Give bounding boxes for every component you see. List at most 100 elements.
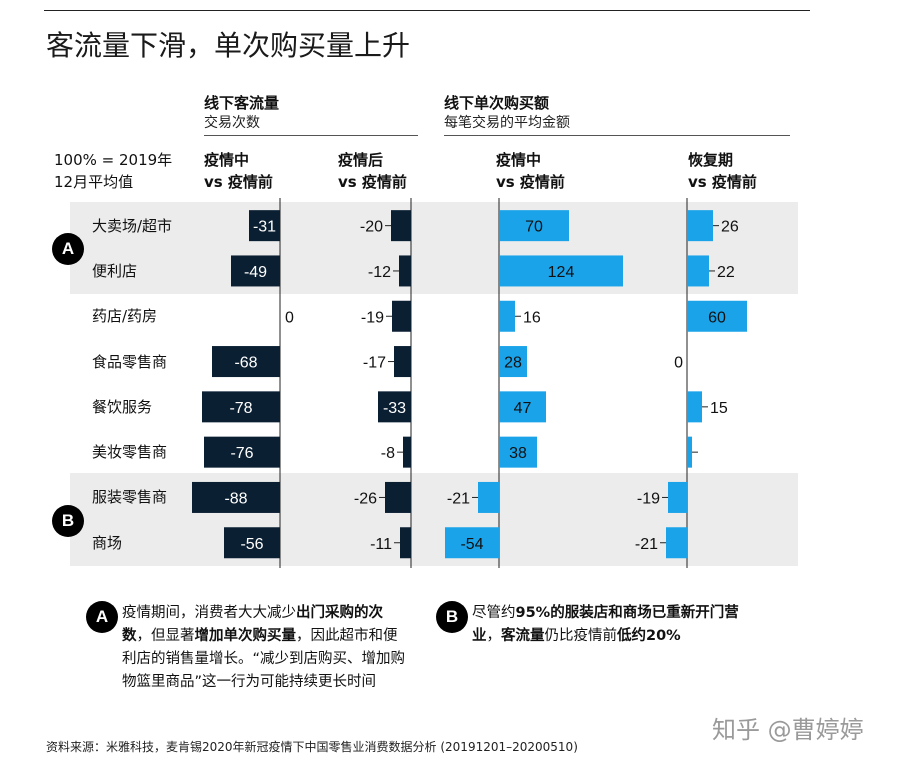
data-label: 60 bbox=[708, 309, 726, 326]
data-label: -20 bbox=[360, 219, 383, 236]
bar bbox=[666, 527, 687, 559]
row-label: 大卖场/超市 bbox=[92, 216, 173, 235]
bar bbox=[687, 300, 747, 332]
row-label: 便利店 bbox=[92, 261, 138, 280]
bar bbox=[204, 436, 280, 468]
column-label-4: 恢复期 vs 疫情前 bbox=[688, 149, 757, 193]
data-label: 28 bbox=[504, 355, 522, 372]
bar bbox=[400, 527, 411, 559]
bar bbox=[687, 391, 702, 423]
bar bbox=[202, 391, 280, 423]
bar bbox=[249, 210, 280, 242]
column-label-1-line2: vs 疫情前 bbox=[204, 173, 273, 191]
data-label: 22 bbox=[717, 264, 735, 281]
badge-b: B bbox=[52, 505, 84, 537]
data-label: -33 bbox=[383, 400, 406, 417]
row-label: 食品零售商 bbox=[92, 352, 168, 371]
bar bbox=[399, 255, 411, 287]
watermark: 知乎 @曹婷婷 bbox=[712, 716, 864, 744]
note-a-run: ，但显著 bbox=[136, 628, 195, 644]
bar bbox=[378, 391, 411, 423]
bar bbox=[392, 300, 411, 332]
data-label: -12 bbox=[368, 264, 391, 281]
bar bbox=[445, 527, 499, 559]
bar bbox=[499, 346, 527, 378]
data-label: -76 bbox=[230, 445, 253, 462]
badge-a: A bbox=[52, 233, 84, 265]
data-label: 0 bbox=[285, 309, 294, 326]
data-label: -17 bbox=[363, 355, 386, 372]
data-label: 26 bbox=[721, 219, 739, 236]
bar bbox=[687, 436, 692, 468]
column-label-4-line1: 恢复期 bbox=[688, 151, 734, 169]
bar bbox=[687, 210, 713, 242]
source-note: 资料来源：米雅科技，麦肯锡2020年新冠疫情下中国零售业消费数据分析 (2019… bbox=[46, 740, 578, 754]
row-label: 药店/药房 bbox=[92, 307, 158, 326]
traffic-group-subtitle: 交易次数 bbox=[204, 115, 260, 131]
data-label: 47 bbox=[514, 400, 532, 417]
note-a-run: ，因此超市和便利店的销售量增长。“减少到店购买、增加购物篮里商品”这一行为可能持… bbox=[122, 628, 406, 690]
column-label-2-line2: vs 疫情前 bbox=[338, 173, 407, 191]
bar bbox=[478, 481, 499, 513]
note-b-run: 低约20% bbox=[617, 628, 681, 644]
note-b-run: ， bbox=[486, 628, 502, 644]
row-label: 服装零售商 bbox=[92, 488, 168, 507]
data-label: -19 bbox=[361, 309, 384, 326]
data-label: 15 bbox=[710, 400, 728, 417]
data-label: 38 bbox=[509, 445, 527, 462]
data-label: 0 bbox=[674, 355, 683, 372]
note-a-text: 疫情期间，消费者大大减少出门采购的次数，但显著增加单次购买量，因此超市和便利店的… bbox=[122, 602, 408, 694]
base-note-line2: 12月平均值 bbox=[54, 173, 134, 191]
bar bbox=[687, 255, 709, 287]
bar bbox=[231, 255, 280, 287]
note-b-run: 尽管约 bbox=[472, 605, 516, 621]
traffic-group-title: 线下客流量 bbox=[204, 94, 280, 112]
top-rule bbox=[44, 10, 810, 11]
base-note: 100% = 2019年 12月平均值 bbox=[54, 149, 172, 193]
bar bbox=[391, 210, 411, 242]
data-label: -21 bbox=[447, 490, 470, 507]
column-label-1: 疫情中 vs 疫情前 bbox=[204, 149, 273, 193]
data-label: -54 bbox=[460, 536, 483, 553]
column-label-2-line1: 疫情后 bbox=[338, 151, 384, 169]
bar bbox=[499, 436, 537, 468]
traffic-group-rule bbox=[204, 135, 418, 136]
data-label: -88 bbox=[224, 490, 247, 507]
bar bbox=[192, 481, 280, 513]
note-a-badge: A bbox=[86, 601, 118, 633]
data-label: -8 bbox=[381, 445, 395, 462]
note-b-badge: B bbox=[436, 601, 468, 633]
data-label: -49 bbox=[244, 264, 267, 281]
data-label: -56 bbox=[240, 536, 263, 553]
note-b-run: 客流量 bbox=[501, 628, 545, 644]
column-label-3: 疫情中 vs 疫情前 bbox=[496, 149, 565, 193]
note-a-run: 疫情期间，消费者大大减少 bbox=[122, 605, 296, 621]
data-label: 16 bbox=[523, 309, 541, 326]
row-label: 商场 bbox=[92, 533, 123, 552]
data-label: 124 bbox=[548, 264, 575, 281]
bar bbox=[212, 346, 280, 378]
basket-group-title: 线下单次购买额 bbox=[444, 94, 550, 112]
basket-group-subtitle: 每笔交易的平均金额 bbox=[444, 115, 570, 131]
column-label-3-line1: 疫情中 bbox=[496, 151, 542, 169]
bar bbox=[385, 481, 411, 513]
page-title: 客流量下滑，单次购买量上升 bbox=[46, 29, 411, 62]
bar bbox=[668, 481, 687, 513]
bar bbox=[499, 255, 623, 287]
column-label-4-line2: vs 疫情前 bbox=[688, 173, 757, 191]
column-label-2: 疫情后 vs 疫情前 bbox=[338, 149, 407, 193]
data-label: -19 bbox=[637, 490, 660, 507]
row-label: 餐饮服务 bbox=[92, 397, 153, 416]
bar-chart: -31 -49 0 -68 -78 -76 -88 -56 -20 -12 -19 -17 -33 -8 -… bbox=[192, 198, 747, 568]
bar bbox=[403, 436, 411, 468]
bar bbox=[224, 527, 280, 559]
note-a-run: 出门采购的次数 bbox=[122, 605, 383, 644]
note-b-run: 仍比疫情前 bbox=[544, 628, 618, 644]
data-label: -31 bbox=[253, 219, 276, 236]
column-label-3-line2: vs 疫情前 bbox=[496, 173, 565, 191]
base-note-line1: 100% = 2019年 bbox=[54, 151, 173, 169]
group-band-a bbox=[70, 202, 798, 294]
column-label-1-line1: 疫情中 bbox=[204, 151, 250, 169]
row-label: 美妆零售商 bbox=[92, 443, 168, 462]
data-label: -11 bbox=[370, 536, 392, 553]
